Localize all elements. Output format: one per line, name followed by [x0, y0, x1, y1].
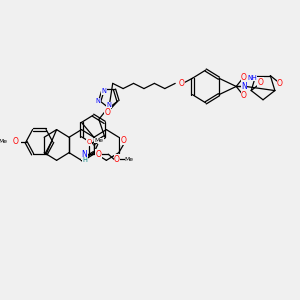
Text: O: O — [179, 79, 185, 88]
Text: O: O — [13, 137, 18, 146]
Text: O: O — [86, 139, 92, 145]
Text: O: O — [277, 80, 283, 88]
Text: O: O — [121, 136, 127, 145]
Text: N: N — [102, 88, 107, 94]
Text: N: N — [241, 82, 247, 91]
Text: O: O — [258, 78, 264, 87]
Text: Me: Me — [94, 138, 103, 143]
Text: N: N — [82, 151, 87, 160]
Text: O: O — [241, 73, 247, 82]
Text: NH: NH — [247, 75, 257, 81]
Text: O: O — [241, 91, 247, 100]
Text: Me: Me — [0, 140, 8, 144]
Text: O: O — [114, 155, 120, 164]
Text: H: H — [82, 157, 87, 163]
Text: O: O — [96, 150, 102, 159]
Text: O: O — [104, 108, 110, 117]
Text: N: N — [95, 98, 100, 104]
Text: Me: Me — [125, 157, 134, 162]
Text: N: N — [106, 102, 111, 108]
